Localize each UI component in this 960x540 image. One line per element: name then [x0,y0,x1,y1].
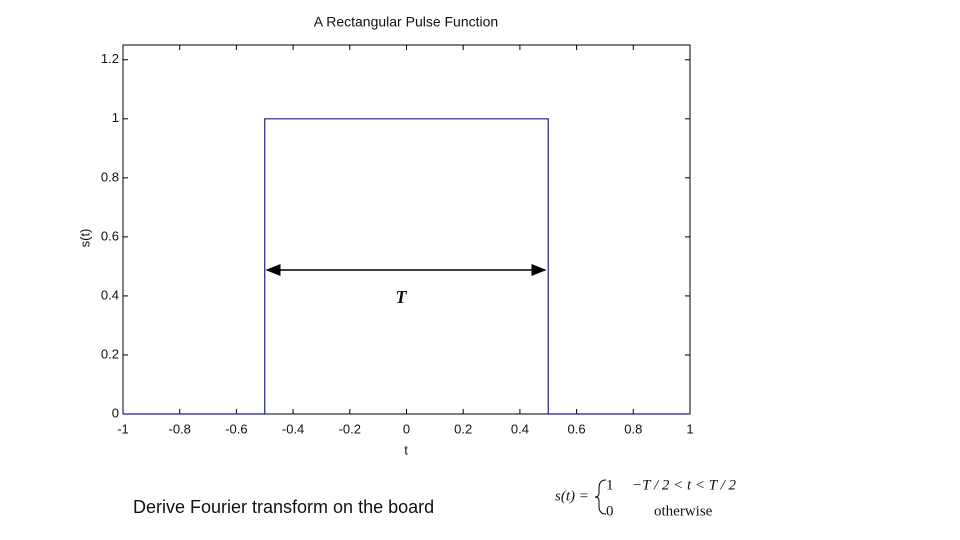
y-tick-label: 0.6 [101,228,119,243]
formula-case1-value: 1 [606,477,614,493]
y-tick-label: 0.4 [101,287,119,302]
footer-note: Derive Fourier transform on the board [133,497,434,517]
y-tick-label: 0.2 [101,346,119,361]
annotation: T [396,287,408,307]
y-tick-label: 0.8 [101,169,119,184]
chart-title: A Rectangular Pulse Function [314,14,498,30]
x-tick-label: -0.8 [168,421,190,436]
x-tick-label: 0.8 [624,421,642,436]
plot-frame [122,44,691,415]
formula-brace [594,479,607,515]
x-tick-label: 0.6 [568,421,586,436]
formula-case2-condition: otherwise [654,503,713,519]
x-tick-label: 1 [686,421,693,436]
x-tick-label: 0 [403,421,410,436]
x-tick-label: -0.2 [339,421,361,436]
x-tick-label: 0.2 [454,421,472,436]
x-tick-label: -0.6 [225,421,247,436]
formula-case2-value: 0 [606,503,614,519]
formula-case1-condition: −T / 2 < t < T / 2 [632,477,737,493]
y-tick-label: 1.2 [101,51,119,66]
x-axis-label: t [404,442,408,457]
pulse-line [123,118,690,415]
formula-lhs: s(t) = [555,488,589,504]
y-tick-label: 0 [112,405,119,420]
y-axis-label: s(t) [77,229,92,248]
x-tick-label: 0.4 [511,421,529,436]
y-tick-label: 1 [112,110,119,125]
x-tick-label: -0.4 [282,421,304,436]
x-tick-label: -1 [117,421,129,436]
